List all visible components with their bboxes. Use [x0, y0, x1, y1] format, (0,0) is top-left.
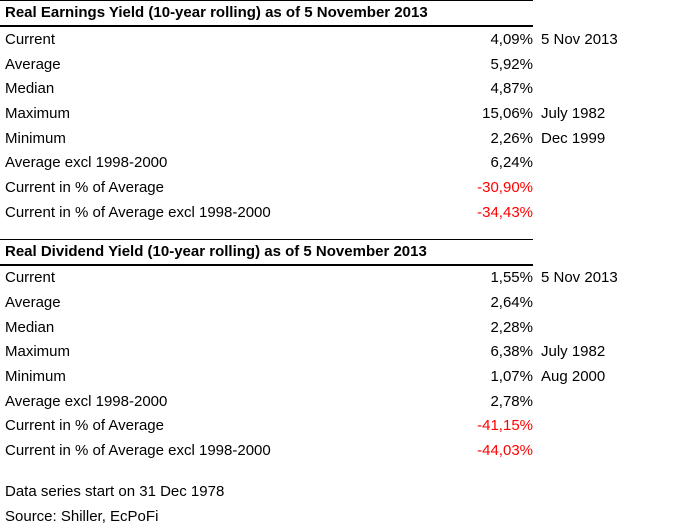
row-date: 5 Nov 2013	[541, 269, 618, 287]
row-date: 5 Nov 2013	[541, 30, 618, 48]
dividend-yield-table-title: Real Dividend Yield (10-year rolling) as…	[0, 238, 533, 266]
table-row: Minimum 1,07% Aug 2000	[0, 364, 673, 389]
table-row: Maximum 15,06% July 1982	[0, 101, 673, 126]
row-label: Average excl 1998-2000	[5, 392, 168, 410]
row-label: Median	[5, 80, 55, 98]
table-row: Current 4,09% 5 Nov 2013	[0, 27, 673, 52]
table-row: Current in % of Average excl 1998-2000 -…	[0, 200, 673, 225]
row-label: Current in % of Average excl 1998-2000	[5, 203, 271, 221]
dividend-yield-rows: Current 1,55% 5 Nov 2013 Average 2,64% M…	[0, 266, 673, 464]
table-row: Current in % of Average -41,15%	[0, 414, 673, 439]
dividend-yield-table: Real Dividend Yield (10-year rolling) as…	[0, 238, 673, 464]
table-row: Median 2,28%	[0, 315, 673, 340]
row-value: 1,07%	[490, 368, 533, 386]
row-label: Current in % of Average	[5, 178, 164, 196]
table-row: Maximum 6,38% July 1982	[0, 340, 673, 365]
row-label: Median	[5, 318, 55, 336]
table-row: Average 5,92%	[0, 52, 673, 77]
row-label: Maximum	[5, 104, 71, 122]
earnings-yield-table: Real Earnings Yield (10-year rolling) as…	[0, 0, 673, 225]
row-date: Aug 2000	[541, 368, 606, 386]
row-value: 1,55%	[490, 269, 533, 287]
row-label: Average	[5, 55, 61, 73]
row-value-negative: -44,03%	[477, 442, 533, 460]
row-label: Average excl 1998-2000	[5, 154, 168, 172]
table-row: Current in % of Average excl 1998-2000 -…	[0, 438, 673, 463]
row-value: 2,26%	[490, 129, 533, 147]
table-row: Average excl 1998-2000 2,78%	[0, 389, 673, 414]
row-label: Current	[5, 30, 56, 48]
row-label: Maximum	[5, 343, 71, 361]
row-label: Current	[5, 269, 56, 287]
table-row: Current 1,55% 5 Nov 2013	[0, 266, 673, 291]
row-value: 4,09%	[490, 30, 533, 48]
table-row: Current in % of Average -30,90%	[0, 175, 673, 200]
table-row: Average 2,64%	[0, 290, 673, 315]
table-row: Median 4,87%	[0, 76, 673, 101]
footer-notes: Data series start on 31 Dec 1978 Source:…	[0, 479, 673, 528]
row-label: Current in % of Average excl 1998-2000	[5, 442, 271, 460]
row-value: 2,78%	[490, 392, 533, 410]
earnings-yield-rows: Current 4,09% 5 Nov 2013 Average 5,92% M…	[0, 27, 673, 225]
row-value: 4,87%	[490, 80, 533, 98]
earnings-yield-table-title: Real Earnings Yield (10-year rolling) as…	[0, 0, 533, 27]
row-value: 6,24%	[490, 154, 533, 172]
table-row: Minimum 2,26% Dec 1999	[0, 126, 673, 151]
row-date: Dec 1999	[541, 129, 606, 147]
row-value-negative: -41,15%	[477, 417, 533, 435]
row-label: Average	[5, 294, 61, 312]
row-value-negative: -30,90%	[477, 178, 533, 196]
row-label: Current in % of Average	[5, 417, 164, 435]
table-row: Average excl 1998-2000 6,24%	[0, 150, 673, 175]
row-value: 2,28%	[490, 318, 533, 336]
row-value-negative: -34,43%	[477, 203, 533, 221]
row-value: 15,06%	[482, 104, 533, 122]
row-date: July 1982	[541, 104, 606, 122]
row-value: 5,92%	[490, 55, 533, 73]
row-label: Minimum	[5, 129, 66, 147]
row-label: Minimum	[5, 368, 66, 386]
row-value: 6,38%	[490, 343, 533, 361]
row-date: July 1982	[541, 343, 606, 361]
data-series-note: Data series start on 31 Dec 1978	[5, 482, 225, 500]
row-value: 2,64%	[490, 294, 533, 312]
source-note: Source: Shiller, EcPoFi	[5, 507, 159, 525]
